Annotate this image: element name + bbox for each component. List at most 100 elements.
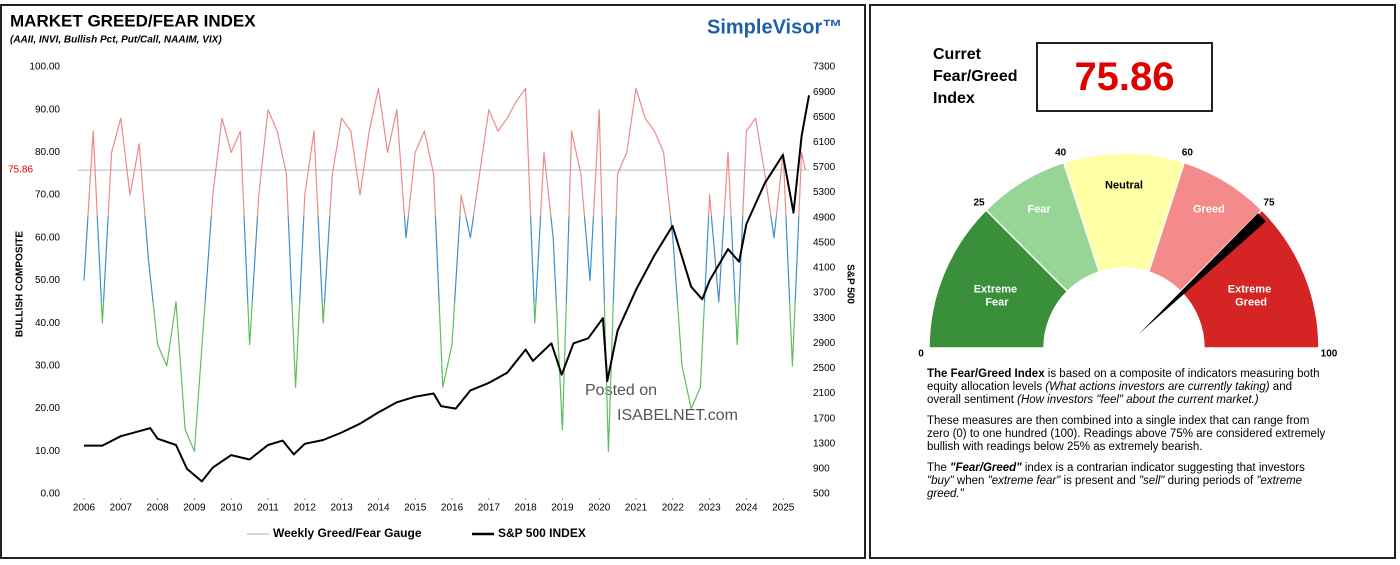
- chart-title: MARKET GREED/FEAR INDEX: [10, 11, 256, 30]
- x-tick-label: 2016: [441, 503, 464, 514]
- logo: SimpleVisor™: [707, 16, 842, 38]
- y-tick-label: 80.00: [35, 147, 60, 158]
- text-run: index is a contrarian indicator suggesti…: [1021, 462, 1305, 474]
- segment-label: Greed: [1193, 203, 1225, 215]
- text-run: when: [953, 475, 988, 487]
- text-run: during periods of: [1164, 475, 1257, 487]
- series-line: [83, 87, 806, 452]
- gauge-segment: [928, 209, 1069, 349]
- x-tick-label: 2019: [551, 503, 574, 514]
- y2-tick-label: 900: [813, 464, 830, 475]
- y-axis-label: BULLISH COMPOSITE: [15, 231, 26, 337]
- text-run: is based on a composite of indicators me…: [927, 368, 1320, 393]
- x-tick-label: 2017: [478, 503, 501, 514]
- watermark: Posted on: [585, 382, 657, 399]
- x-tick-label: 2006: [73, 503, 96, 514]
- y2-tick-label: 6500: [813, 112, 836, 123]
- reference-label: 75.86: [8, 165, 33, 176]
- gauge-tick-label: 25: [973, 198, 985, 209]
- x-tick-label: 2021: [625, 503, 648, 514]
- y-tick-label: 60.00: [35, 232, 60, 243]
- y-tick-label: 30.00: [35, 361, 60, 372]
- segment-label: Neutral: [1105, 179, 1143, 191]
- y2-tick-label: 5300: [813, 187, 836, 198]
- y2-tick-label: 6900: [813, 87, 836, 98]
- text-run: "Fear/Greed": [950, 462, 1022, 474]
- x-tick-label: 2012: [294, 503, 317, 514]
- y2-tick-label: 7300: [813, 62, 836, 73]
- y2-tick-label: 3300: [813, 313, 836, 324]
- text-run: (How investors "feel" about the current …: [1017, 394, 1259, 406]
- x-tick-label: 2014: [367, 503, 390, 514]
- text-run: The Fear/Greed Index: [927, 368, 1045, 380]
- y-tick-label: 10.00: [35, 446, 60, 457]
- x-tick-label: 2008: [146, 503, 169, 514]
- gauge-tick-label: 60: [1182, 148, 1194, 159]
- paragraph: These measures are then combined into a …: [927, 415, 1327, 454]
- value-label: Curret Fear/Greed Index: [933, 46, 1018, 107]
- y2-tick-label: 4500: [813, 237, 836, 248]
- gauge-tick-label: 75: [1263, 198, 1275, 209]
- y2-axis-label: S&P 500: [844, 264, 855, 304]
- legend-label: S&P 500 INDEX: [498, 526, 586, 540]
- y2-tick-label: 6100: [813, 137, 836, 148]
- x-tick-label: 2009: [183, 503, 206, 514]
- text-run: "buy": [927, 475, 954, 487]
- y2-tick-label: 4100: [813, 263, 836, 274]
- legend-label: Weekly Greed/Fear Gauge: [273, 526, 422, 540]
- watermark: ISABELNET.com: [617, 407, 738, 424]
- gauge-needle: [1138, 213, 1266, 335]
- x-tick-label: 2023: [699, 503, 722, 514]
- y2-tick-label: 1700: [813, 413, 836, 424]
- x-tick-label: 2007: [110, 503, 133, 514]
- text-run: "extreme greed.": [927, 475, 1303, 500]
- x-tick-label: 2015: [404, 503, 427, 514]
- y-tick-label: 90.00: [35, 104, 60, 115]
- gauge-tick-label: 0: [918, 349, 924, 360]
- y2-tick-label: 4900: [813, 212, 836, 223]
- y-tick-label: 0.00: [41, 489, 61, 500]
- paragraph: The "Fear/Greed" index is a contrarian i…: [927, 462, 1327, 501]
- value-box: 75.86: [1036, 42, 1213, 112]
- y2-tick-label: 2500: [813, 363, 836, 374]
- x-tick-label: 2013: [330, 503, 353, 514]
- x-tick-label: 2020: [588, 503, 611, 514]
- text-run: "sell": [1138, 475, 1165, 487]
- description: The Fear/Greed Index is based on a compo…: [927, 368, 1327, 509]
- text-run: and overall sentiment: [927, 381, 1292, 406]
- x-tick-label: 2024: [735, 503, 758, 514]
- x-tick-label: 2011: [257, 503, 279, 514]
- text-run: "extreme fear": [987, 475, 1061, 487]
- x-tick-label: 2022: [662, 503, 685, 514]
- y-tick-label: 20.00: [35, 403, 60, 414]
- y2-tick-label: 3700: [813, 288, 836, 299]
- x-tick-label: 2018: [514, 503, 537, 514]
- segment-label: Fear: [1027, 203, 1051, 215]
- y-tick-label: 100.00: [29, 62, 60, 73]
- x-tick-label: 2010: [220, 503, 243, 514]
- gauge-tick-label: 100: [1321, 349, 1338, 360]
- y2-tick-label: 5700: [813, 162, 836, 173]
- text-run: (What actions investors are currently ta…: [1045, 381, 1270, 393]
- y2-tick-label: 1300: [813, 438, 836, 449]
- y-tick-label: 40.00: [35, 318, 60, 329]
- segment-label: Extreme Greed: [1228, 283, 1274, 308]
- y-tick-label: 50.00: [35, 275, 60, 286]
- gauge-tick-label: 40: [1055, 148, 1067, 159]
- text-run: is present and: [1060, 475, 1139, 487]
- gauge: Extreme Fear Fear Neutral Greed Extreme Gree…: [918, 148, 1338, 360]
- y2-tick-label: 500: [813, 489, 830, 500]
- line-chart-panel: MARKET GREED/FEAR INDEX (AAII, INVI, Bul…: [0, 4, 866, 559]
- chart-subtitle: (AAII, INVI, Bullish Pct, Put/Call, NAAI…: [10, 35, 222, 46]
- gauge-segment: [1179, 209, 1320, 349]
- text-run: These measures are then combined into a …: [927, 415, 1326, 453]
- y2-tick-label: 2100: [813, 388, 836, 399]
- segment-label: Extreme Fear: [974, 283, 1020, 308]
- y-tick-label: 70.00: [35, 190, 60, 201]
- paragraph: The Fear/Greed Index is based on a compo…: [927, 368, 1327, 407]
- series-line: [84, 95, 810, 483]
- x-tick-label: 2025: [772, 503, 795, 514]
- y2-tick-label: 2900: [813, 338, 836, 349]
- gauge-panel: Curret Fear/Greed Index 75.86 Extreme Fe…: [869, 4, 1396, 559]
